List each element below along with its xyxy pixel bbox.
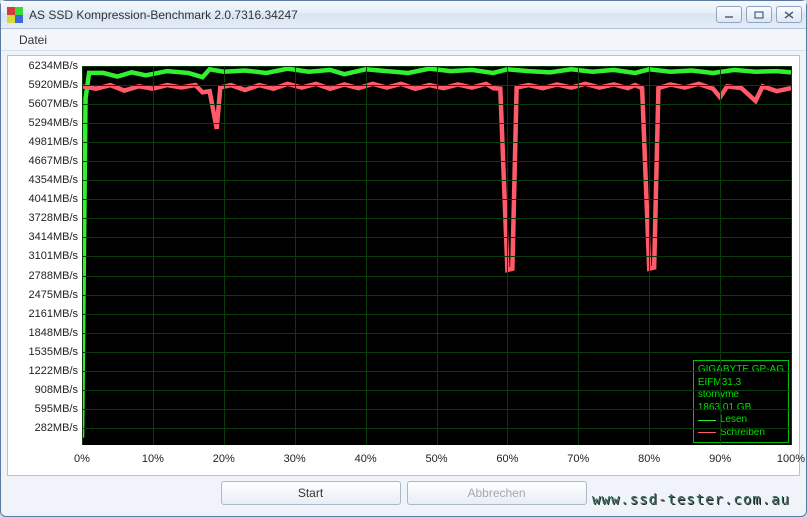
legend-info-line: 1863,01 GB <box>698 402 784 415</box>
y-axis-label: 4667MB/s <box>12 155 78 167</box>
x-axis-label: 90% <box>709 453 731 465</box>
y-axis-label: 1222MB/s <box>12 365 78 377</box>
chart: GIGABYTE GP-AGEIFM31.3stornvme1863,01 GB… <box>12 60 795 471</box>
button-row: Start Abbrechen www.ssd-tester.com.au <box>7 476 800 510</box>
start-button[interactable]: Start <box>221 481 401 505</box>
legend-swatch <box>698 420 716 421</box>
y-axis-label: 4981MB/s <box>12 136 78 148</box>
x-axis-label: 0% <box>74 453 90 465</box>
x-axis-label: 80% <box>638 453 660 465</box>
titlebar[interactable]: AS SSD Kompression-Benchmark 2.0.7316.34… <box>1 1 806 29</box>
legend-swatch <box>698 432 716 433</box>
app-window: AS SSD Kompression-Benchmark 2.0.7316.34… <box>0 0 807 517</box>
app-icon <box>7 7 23 23</box>
y-axis-label: 282MB/s <box>12 422 78 434</box>
x-axis-label: 60% <box>496 453 518 465</box>
menu-file[interactable]: Datei <box>11 31 55 49</box>
x-axis-label: 10% <box>142 453 164 465</box>
y-axis-label: 908MB/s <box>12 384 78 396</box>
close-button[interactable] <box>776 6 802 23</box>
plot-area: GIGABYTE GP-AGEIFM31.3stornvme1863,01 GB… <box>82 66 791 445</box>
y-axis-label: 6234MB/s <box>12 60 78 72</box>
y-axis-label: 3728MB/s <box>12 212 78 224</box>
x-axis-label: 40% <box>355 453 377 465</box>
y-axis-label: 4041MB/s <box>12 193 78 205</box>
minimize-button[interactable] <box>716 6 742 23</box>
legend-info-line: EIFM31.3 <box>698 377 784 390</box>
y-axis-label: 4354MB/s <box>12 174 78 186</box>
legend-info-line: stornvme <box>698 389 784 402</box>
menubar: Datei <box>1 29 806 51</box>
legend: GIGABYTE GP-AGEIFM31.3stornvme1863,01 GB… <box>693 360 789 443</box>
legend-label: Lesen <box>720 414 747 427</box>
client-area: GIGABYTE GP-AGEIFM31.3stornvme1863,01 GB… <box>1 51 806 516</box>
x-axis-label: 30% <box>284 453 306 465</box>
legend-entry: Lesen <box>698 414 784 427</box>
x-axis-label: 50% <box>425 453 447 465</box>
y-axis-label: 5294MB/s <box>12 117 78 129</box>
y-axis-label: 1535MB/s <box>12 346 78 358</box>
chart-frame: GIGABYTE GP-AGEIFM31.3stornvme1863,01 GB… <box>7 55 800 476</box>
window-buttons <box>716 6 802 23</box>
maximize-button[interactable] <box>746 6 772 23</box>
y-axis-label: 595MB/s <box>12 403 78 415</box>
y-axis-label: 2475MB/s <box>12 289 78 301</box>
y-axis-label: 3101MB/s <box>12 250 78 262</box>
watermark: www.ssd-tester.com.au <box>592 492 790 508</box>
cancel-button: Abbrechen <box>407 481 587 505</box>
y-axis-label: 5920MB/s <box>12 79 78 91</box>
window-title: AS SSD Kompression-Benchmark 2.0.7316.34… <box>29 8 716 22</box>
x-axis-label: 20% <box>213 453 235 465</box>
y-axis-label: 1848MB/s <box>12 327 78 339</box>
y-axis-label: 2161MB/s <box>12 308 78 320</box>
y-axis-label: 5607MB/s <box>12 98 78 110</box>
x-axis-label: 70% <box>567 453 589 465</box>
x-axis-label: 100% <box>777 453 805 465</box>
y-axis-label: 2788MB/s <box>12 270 78 282</box>
y-axis-label: 3414MB/s <box>12 231 78 243</box>
